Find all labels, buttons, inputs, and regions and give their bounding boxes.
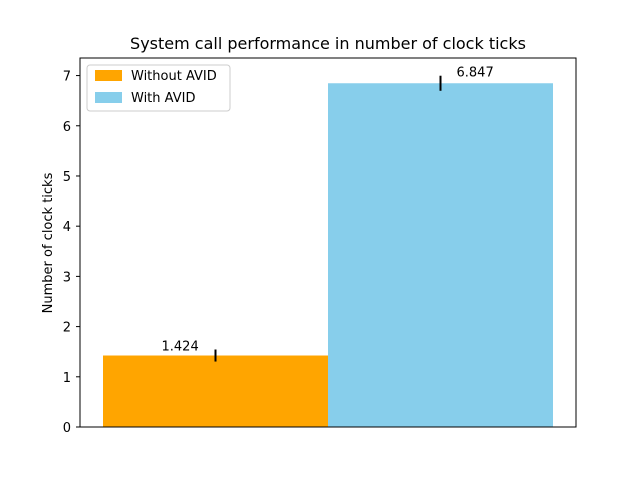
bar-without-avid xyxy=(103,355,328,427)
y-ticks-group: 0 1 2 3 4 5 6 7 xyxy=(63,70,80,436)
legend: Without AVID With AVID xyxy=(86,64,231,112)
legend-box xyxy=(86,64,231,112)
y-tick-label: 0 xyxy=(63,421,71,436)
data-label-without-avid: 1.424 xyxy=(162,340,199,355)
y-axis-label: Number of clock ticks xyxy=(41,172,56,313)
y-tick-label: 3 xyxy=(63,270,71,285)
y-tick-label: 4 xyxy=(63,220,71,235)
y-tick-label: 7 xyxy=(63,70,71,85)
legend-swatch-without-avid xyxy=(95,70,122,81)
bar-with-avid xyxy=(328,83,553,427)
y-tick-label: 2 xyxy=(63,321,71,336)
legend-swatch-with-avid xyxy=(95,92,122,103)
y-tick-label: 6 xyxy=(63,120,71,135)
legend-label-with-avid: With AVID xyxy=(131,91,195,106)
data-labels-group: 1.424 6.847 xyxy=(162,65,494,354)
data-label-with-avid: 6.847 xyxy=(457,65,494,80)
chart-title: System call performance in number of clo… xyxy=(130,34,526,53)
error-bars-group xyxy=(214,75,442,362)
bars-group xyxy=(103,83,553,427)
y-tick-label: 5 xyxy=(63,170,71,185)
plot-frame xyxy=(79,57,577,428)
y-tick-label: 1 xyxy=(63,371,71,386)
legend-label-without-avid: Without AVID xyxy=(131,69,217,84)
